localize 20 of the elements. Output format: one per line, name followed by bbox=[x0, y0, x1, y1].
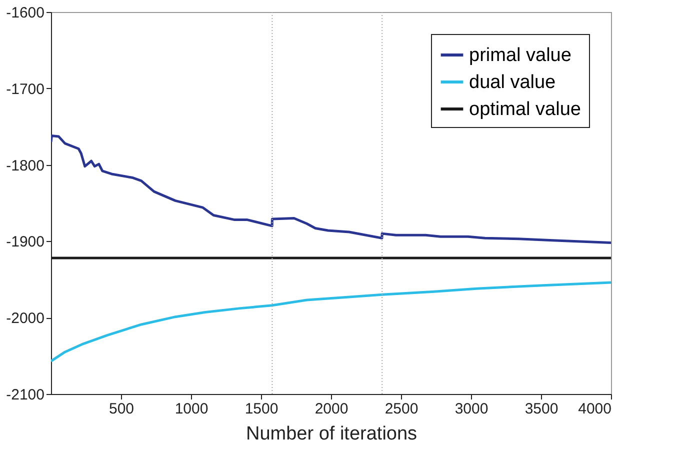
legend-label: primal value bbox=[469, 45, 572, 66]
x-tick-label: 3500 bbox=[524, 400, 558, 418]
y-tick-label: -2000 bbox=[6, 310, 44, 328]
y-tick-label: -2100 bbox=[6, 386, 44, 404]
x-tick-label: 1500 bbox=[244, 400, 278, 418]
y-tick-label: -1700 bbox=[6, 80, 44, 98]
x-tick-label: 500 bbox=[108, 400, 134, 418]
y-tick-label: -1900 bbox=[6, 234, 44, 251]
legend-label: optimal value bbox=[469, 99, 581, 120]
line-series bbox=[51, 134, 611, 244]
legend-label: dual value bbox=[469, 72, 556, 93]
x-tick-label: 1000 bbox=[174, 400, 208, 418]
x-tick-label: 2500 bbox=[384, 400, 418, 418]
line-series bbox=[51, 281, 611, 362]
x-tick-label: 2000 bbox=[314, 400, 348, 418]
y-tick-label: -1800 bbox=[6, 157, 44, 174]
x-axis-title: Number of iterations bbox=[246, 424, 418, 444]
y-tick-label: -1600 bbox=[6, 4, 44, 22]
x-tick-label: 3000 bbox=[454, 400, 488, 418]
x-tick-label: 4000 bbox=[578, 400, 612, 418]
